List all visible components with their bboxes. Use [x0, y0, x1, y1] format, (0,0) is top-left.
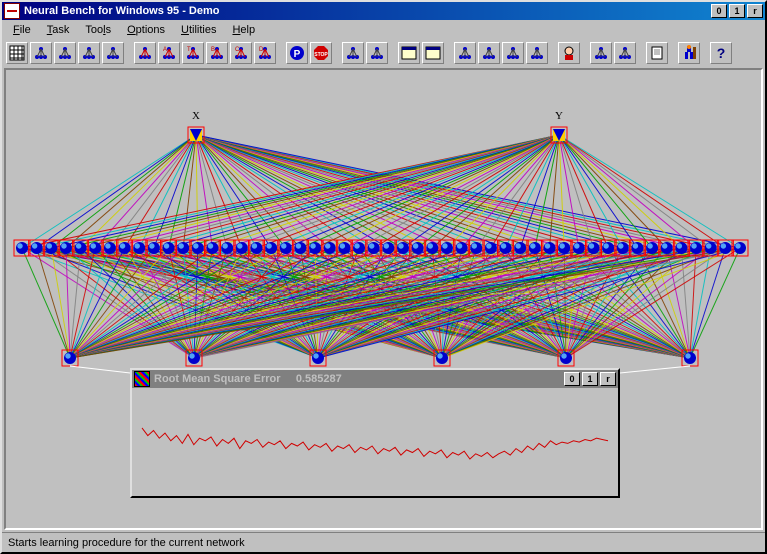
rmse-title: Root Mean Square Error: [154, 373, 281, 385]
input-label-X: X: [192, 110, 200, 122]
toolbar-stop-button[interactable]: STOP: [310, 42, 332, 64]
status-bar: Starts learning procedure for the curren…: [2, 532, 765, 552]
menu-task[interactable]: Task: [40, 22, 77, 38]
close-button[interactable]: r: [747, 4, 763, 18]
toolbar-link-d-button[interactable]: D: [254, 42, 276, 64]
toolbar-node-a-button[interactable]: [454, 42, 476, 64]
toolbar-head-button[interactable]: [558, 42, 580, 64]
menu-utilities[interactable]: Utilities: [174, 22, 223, 38]
menu-file[interactable]: File: [6, 22, 38, 38]
toolbar-link-b-button[interactable]: B: [206, 42, 228, 64]
rmse-maximize-button[interactable]: 1: [582, 372, 598, 386]
rmse-plot: [132, 388, 618, 496]
status-text: Starts learning procedure for the curren…: [8, 537, 245, 549]
input-node-0[interactable]: [188, 127, 204, 143]
toolbar-graph-a-button[interactable]: [342, 42, 364, 64]
menu-help[interactable]: Help: [225, 22, 262, 38]
toolbar-net-c-button[interactable]: [78, 42, 100, 64]
rmse-minimize-button[interactable]: 0: [564, 372, 580, 386]
svg-text:C: C: [235, 47, 240, 53]
toolbar-help-button[interactable]: ?: [710, 42, 732, 64]
svg-text:STOP: STOP: [314, 52, 328, 58]
toolbar-link-t-button[interactable]: T: [182, 42, 204, 64]
toolbar-link-in-button[interactable]: [134, 42, 156, 64]
content-area[interactable]: X Y Root Mean Square Error 0.585287 0 1 r: [4, 68, 763, 530]
toolbar-net-a-button[interactable]: [30, 42, 52, 64]
window-title: Neural Bench for Windows 95 - Demo: [24, 5, 709, 17]
svg-text:P: P: [294, 49, 301, 60]
toolbar-misc-a-button[interactable]: [590, 42, 612, 64]
toolbar-misc-b-button[interactable]: [614, 42, 636, 64]
app-icon: [4, 3, 20, 19]
input-label-Y: Y: [555, 110, 563, 122]
menu-bar: FileTaskToolsOptionsUtilitiesHelp: [2, 20, 765, 40]
svg-text:B: B: [211, 47, 215, 53]
menu-options[interactable]: Options: [120, 22, 172, 38]
rmse-value: 0.585287: [296, 373, 342, 385]
svg-text:D: D: [259, 47, 264, 53]
hidden-node-49[interactable]: [732, 240, 748, 256]
minimize-button[interactable]: 0: [711, 4, 727, 18]
titlebar[interactable]: Neural Bench for Windows 95 - Demo 0 1 r: [2, 2, 765, 20]
toolbar-panel-b-button[interactable]: [422, 42, 444, 64]
svg-text:T: T: [187, 47, 191, 53]
hidden-node-0[interactable]: [14, 240, 30, 256]
rmse-close-button[interactable]: r: [600, 372, 616, 386]
svg-text:A: A: [163, 47, 167, 53]
toolbar-link-a-button[interactable]: A: [158, 42, 180, 64]
svg-text:?: ?: [717, 45, 726, 61]
toolbar-link-c-button[interactable]: C: [230, 42, 252, 64]
toolbar-run-button[interactable]: [678, 42, 700, 64]
toolbar-doc-button[interactable]: [646, 42, 668, 64]
rmse-icon: [134, 371, 150, 387]
toolbar-net-d-button[interactable]: [102, 42, 124, 64]
rmse-titlebar[interactable]: Root Mean Square Error 0.585287 0 1 r: [132, 370, 618, 388]
toolbar-net-b-button[interactable]: [54, 42, 76, 64]
toolbar-panel-a-button[interactable]: [398, 42, 420, 64]
toolbar-node-d-button[interactable]: [526, 42, 548, 64]
input-node-1[interactable]: [551, 127, 567, 143]
menu-tools[interactable]: Tools: [78, 22, 118, 38]
maximize-button[interactable]: 1: [729, 4, 745, 18]
toolbar-play-button[interactable]: P: [286, 42, 308, 64]
toolbar-grid-button[interactable]: [6, 42, 28, 64]
rmse-line: [142, 428, 608, 459]
main-window: Neural Bench for Windows 95 - Demo 0 1 r…: [0, 0, 767, 554]
toolbar: A T B C D P STOP?: [2, 40, 765, 66]
toolbar-graph-b-button[interactable]: [366, 42, 388, 64]
toolbar-node-b-button[interactable]: [478, 42, 500, 64]
rmse-window[interactable]: Root Mean Square Error 0.585287 0 1 r: [130, 368, 620, 498]
toolbar-node-c-button[interactable]: [502, 42, 524, 64]
